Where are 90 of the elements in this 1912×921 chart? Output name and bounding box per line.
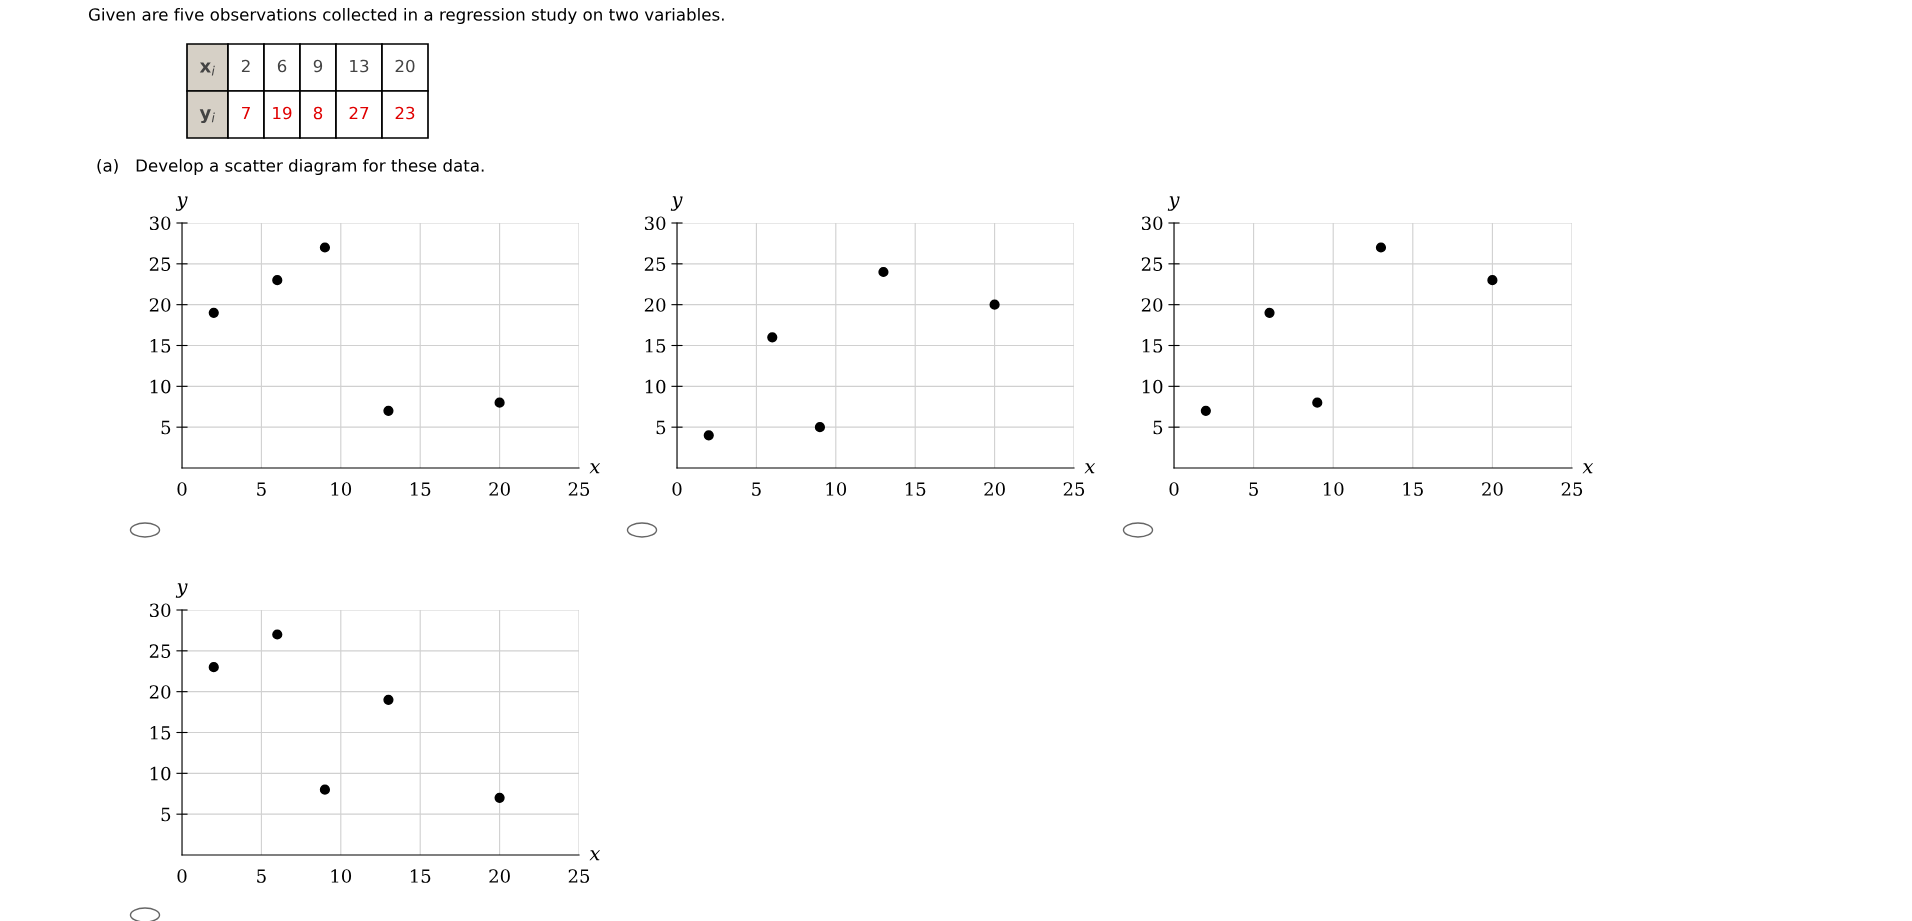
x-axis-title: x — [589, 850, 601, 861]
y-tick-label: 20 — [149, 298, 171, 312]
x-tick-label: 5 — [752, 482, 761, 496]
y-tick-label: 5 — [1153, 420, 1163, 435]
text: 6 — [277, 59, 287, 73]
y-axis-title: y — [175, 196, 188, 211]
y-tick-label: 15 — [645, 338, 666, 353]
x-tick-label: 0 — [672, 482, 682, 496]
point — [1200, 405, 1211, 416]
text: (a) Develop a scatter diagram for these data. — [97, 158, 484, 176]
x-tick-label: 20 — [1482, 482, 1503, 496]
point — [319, 242, 331, 253]
text: 2 — [241, 59, 250, 73]
y-tick-label: 10 — [150, 766, 171, 781]
point — [272, 275, 283, 286]
y-tick-label: 25 — [1141, 257, 1163, 271]
x-tick-label: 0 — [1169, 482, 1179, 496]
text: y$_{i}$ — [199, 109, 215, 124]
x-tick-label: 10 — [331, 482, 352, 496]
y-tick-label: 20 — [644, 298, 666, 312]
x-tick-label: 0 — [177, 482, 187, 496]
y-tick-label: 20 — [1141, 298, 1163, 312]
x-tick-label: 5 — [257, 869, 266, 883]
y-tick-label: 25 — [149, 644, 171, 658]
text: 19 — [273, 106, 292, 120]
x-tick-label: 20 — [489, 482, 510, 496]
x-tick-label: 25 — [568, 482, 590, 496]
y-tick-label: 25 — [644, 257, 666, 271]
x-tick-label: 20 — [984, 482, 1005, 496]
x-tick-label: 10 — [826, 482, 847, 496]
point — [878, 266, 889, 278]
x-tick-label: 15 — [1403, 482, 1423, 496]
y-tick-label: 25 — [149, 257, 171, 271]
x-tick-label: 5 — [257, 482, 266, 496]
x-axis-title: x — [589, 463, 601, 474]
x-tick-label: 15 — [905, 482, 926, 496]
point — [1312, 397, 1323, 408]
y-tick-label: 30 — [149, 216, 171, 231]
y-tick-label: 15 — [150, 725, 171, 740]
x-axis-title: x — [1084, 463, 1096, 474]
text: 23 — [395, 106, 415, 120]
x-tick-label: 25 — [568, 869, 590, 883]
y-tick-label: 30 — [149, 603, 171, 618]
y-axis-title: y — [670, 196, 683, 211]
point — [208, 662, 219, 673]
text: 8 — [313, 106, 323, 120]
y-tick-label: 10 — [1142, 379, 1163, 394]
x-tick-label: 5 — [1249, 482, 1258, 496]
y-axis-title: y — [175, 583, 188, 598]
point — [494, 397, 505, 408]
y-tick-label: 5 — [656, 420, 666, 435]
x-tick-label: 10 — [331, 869, 352, 883]
point — [703, 430, 714, 441]
y-tick-label: 15 — [1142, 338, 1163, 353]
y-tick-label: 30 — [644, 216, 666, 231]
x-tick-label: 0 — [177, 869, 187, 883]
text: 13 — [350, 59, 369, 73]
point — [319, 784, 331, 795]
x-tick-label: 25 — [1561, 482, 1583, 496]
y-tick-label: 5 — [161, 807, 171, 822]
y-tick-label: 10 — [150, 379, 171, 394]
x-tick-label: 15 — [410, 482, 431, 496]
text: 9 — [313, 59, 323, 73]
point — [989, 299, 1000, 310]
point — [272, 629, 283, 640]
x-tick-label: 15 — [410, 869, 431, 883]
y-axis-title: y — [1167, 196, 1180, 211]
text: 7 — [242, 106, 250, 120]
point — [1264, 307, 1275, 318]
y-tick-label: 5 — [161, 420, 171, 435]
point — [383, 694, 394, 705]
point — [1487, 275, 1498, 286]
x-tick-label: 25 — [1063, 482, 1085, 496]
text: x$_{i}$ — [199, 62, 215, 76]
x-axis-title: x — [1582, 463, 1594, 474]
text: 20 — [395, 59, 415, 73]
point — [383, 405, 394, 416]
text: Given are five observations collected in a regression study on two variables. — [88, 7, 724, 25]
y-tick-label: 10 — [645, 379, 666, 394]
point — [494, 792, 505, 803]
point — [767, 332, 778, 343]
y-tick-label: 15 — [150, 338, 171, 353]
x-tick-label: 20 — [489, 869, 510, 883]
text: 27 — [349, 106, 369, 120]
y-tick-label: 20 — [149, 685, 171, 699]
x-tick-label: 10 — [1323, 482, 1344, 496]
point — [814, 422, 826, 433]
point — [1375, 242, 1387, 253]
point — [208, 307, 219, 318]
y-tick-label: 30 — [1141, 216, 1163, 231]
